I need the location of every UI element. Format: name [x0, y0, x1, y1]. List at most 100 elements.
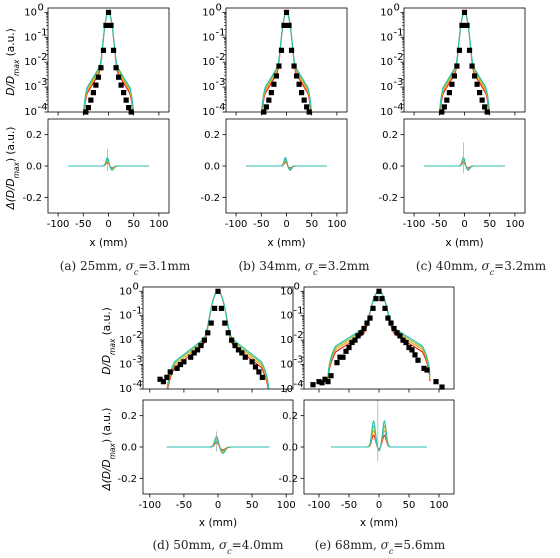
measured-point — [126, 105, 132, 111]
measured-point — [276, 63, 282, 69]
measured-point — [299, 90, 305, 96]
xtick-label: 0 — [105, 219, 111, 230]
measured-point — [211, 305, 218, 311]
measured-point — [328, 373, 334, 379]
diff-series-line-3 — [331, 424, 427, 451]
measured-point — [266, 97, 272, 103]
xtick-label: 100 — [327, 219, 346, 230]
top-ytick-label: 10 — [280, 335, 293, 346]
measured-point — [304, 104, 310, 110]
measured-point — [88, 97, 94, 103]
bottom-axes-frame — [403, 118, 526, 214]
measured-point — [271, 81, 277, 87]
measured-point — [198, 342, 204, 349]
top-ytick-exponent: 0 — [133, 281, 139, 292]
measured-point — [85, 105, 91, 111]
bottom-ytick-label: -0.2 — [378, 193, 398, 204]
measured-point — [93, 82, 99, 88]
measured-point — [446, 90, 452, 96]
measured-point — [479, 97, 485, 103]
top-ytick-exponent: -4 — [133, 379, 143, 390]
top-series-line-3 — [166, 290, 270, 389]
measured-point — [177, 361, 184, 368]
xtick-label: 50 — [127, 219, 140, 230]
diff-series-line-4 — [246, 156, 327, 171]
bottom-ytick-label: -0.2 — [22, 193, 42, 204]
svg-text:Δ(D/Dmax) (a.u.): Δ(D/Dmax) (a.u.) — [5, 127, 21, 211]
xtick-label: 0 — [461, 219, 467, 230]
measured-point — [364, 320, 370, 326]
top-axes-frame — [142, 286, 294, 390]
measured-point — [242, 354, 248, 360]
measured-point — [232, 342, 238, 349]
panel-caption: (b) 34mm, σc=3.2mm — [238, 259, 370, 277]
measured-point — [358, 330, 364, 336]
measured-point — [409, 347, 415, 353]
measured-point — [471, 73, 478, 79]
measured-point — [296, 81, 302, 87]
top-ytick-exponent: -4 — [394, 102, 404, 113]
xtick-label: 100 — [149, 219, 168, 230]
xtick-label: 0 — [283, 219, 289, 230]
measured-point — [301, 97, 307, 103]
xtick-label: -100 — [308, 500, 331, 511]
measured-point — [256, 369, 262, 375]
xtick-label: 0 — [215, 500, 221, 511]
top-ytick-label: 10 — [202, 32, 215, 43]
measured-point — [421, 365, 427, 371]
diff-series-line-4 — [166, 435, 270, 454]
measured-point — [259, 374, 265, 380]
measured-point — [252, 364, 259, 370]
top-series-line-3 — [327, 290, 431, 377]
bottom-axes-frame — [47, 118, 170, 214]
measured-point — [415, 357, 421, 363]
top-ytick-label: 10 — [24, 57, 37, 68]
xtick-label: -50 — [253, 219, 269, 230]
measured-point — [382, 305, 388, 311]
bottom-ytick-label: -0.2 — [200, 193, 220, 204]
top-ytick-label: 10 — [280, 311, 293, 322]
xtick-label: -100 — [138, 500, 161, 511]
top-series-line-2 — [166, 290, 270, 389]
xtick-label: -100 — [225, 219, 248, 230]
measured-point — [90, 90, 96, 96]
xtick-label: -50 — [431, 219, 447, 230]
top-ytick-exponent: -2 — [294, 330, 304, 341]
measured-point — [205, 330, 211, 336]
bottom-ytick-label: 0.0 — [204, 162, 220, 173]
xtick-label: 0 — [376, 500, 382, 511]
top-ytick-label: 10 — [119, 335, 132, 346]
svg-text:D/Dmax (a.u.): D/Dmax (a.u.) — [101, 307, 117, 374]
measured-point — [403, 339, 409, 346]
measured-point — [337, 354, 343, 360]
top-ytick-label: 10 — [280, 360, 293, 371]
top-ytick-label: 10 — [202, 82, 215, 93]
top-ytick-label: 10 — [119, 311, 132, 322]
bottom-ytick-label: 0.0 — [382, 162, 398, 173]
measured-point — [379, 296, 385, 302]
top-ytick-label: 10 — [380, 107, 393, 118]
measured-point — [444, 97, 450, 103]
measured-point — [273, 73, 280, 79]
top-ytick-label: 10 — [119, 286, 132, 297]
measured-point — [201, 337, 207, 343]
measured-point — [281, 22, 287, 29]
xtick-label: -50 — [176, 500, 192, 511]
bottom-ytick-label: -0.2 — [117, 474, 137, 485]
xtick-label: 100 — [505, 219, 524, 230]
bottom-axes-frame — [225, 118, 348, 214]
top-ytick-exponent: -3 — [133, 355, 143, 366]
measured-point — [441, 104, 447, 110]
top-ytick-label: 10 — [119, 384, 132, 395]
measured-point — [278, 47, 285, 53]
measured-point — [349, 339, 355, 346]
top-ytick-exponent: -3 — [38, 77, 48, 88]
measured-point — [160, 379, 167, 385]
measured-point — [376, 288, 382, 294]
measured-point — [113, 65, 119, 71]
top-ytick-exponent: -2 — [216, 52, 226, 63]
diff-series-line-4 — [424, 156, 505, 171]
